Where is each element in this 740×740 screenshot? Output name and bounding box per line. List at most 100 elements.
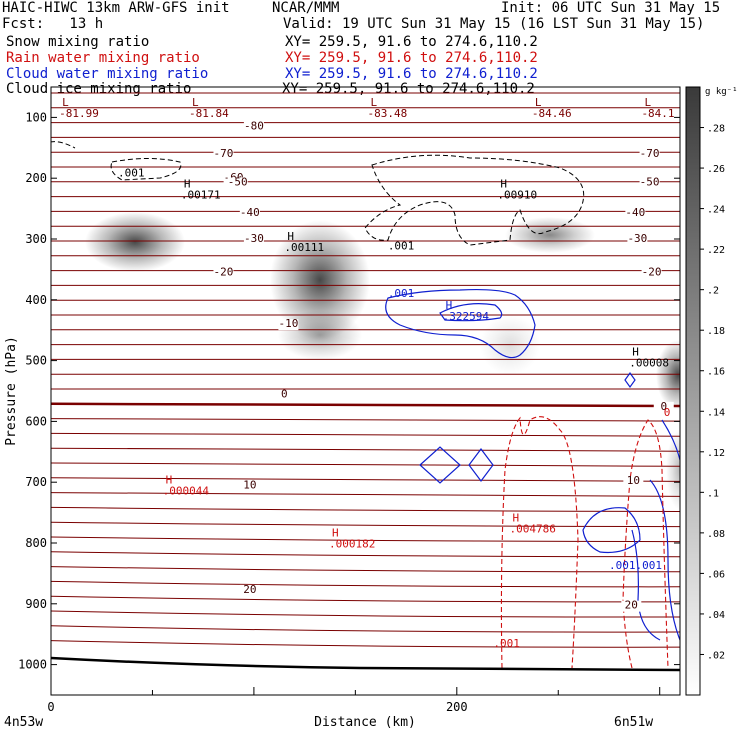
isotherm bbox=[51, 462, 680, 467]
colorbar-tick-label: .2 bbox=[707, 286, 719, 297]
plot-labels: -80-70-70-60-50-50-40-40-30-30-20-20-100… bbox=[59, 96, 674, 650]
cloud-water-contour bbox=[624, 371, 636, 389]
contour-label: 0 bbox=[664, 406, 671, 419]
colorbar-tick-label: .18 bbox=[707, 326, 725, 337]
colorbar-tick-label: .16 bbox=[707, 367, 725, 378]
isotherm-label-bg bbox=[213, 267, 234, 279]
y-tick-label: 500 bbox=[25, 354, 47, 368]
isotherm bbox=[51, 625, 680, 633]
colorbar-tick-label: .04 bbox=[707, 610, 725, 621]
y-tick-label: 600 bbox=[25, 414, 47, 428]
isotherm bbox=[51, 610, 680, 618]
x-end-label: 6n51w bbox=[614, 715, 653, 730]
rain-contour bbox=[500, 416, 579, 669]
isotherm-label-bg bbox=[278, 319, 299, 331]
colorbar-tick-label: .08 bbox=[707, 529, 725, 540]
colorbar-tick-label: .22 bbox=[707, 245, 725, 256]
plot-frame bbox=[50, 86, 681, 696]
cloud-water-contour bbox=[468, 448, 494, 482]
isotherm-lines bbox=[51, 92, 680, 648]
field-xy-cloud-water: XY= 259.5, 91.6 to 274.6,110.2 bbox=[285, 66, 538, 82]
isotherm bbox=[51, 477, 680, 482]
extremum-value: -83.48 bbox=[368, 107, 408, 120]
isotherm-label-bg bbox=[227, 177, 248, 189]
isotherm bbox=[51, 432, 680, 437]
isotherm bbox=[51, 402, 680, 408]
colorbar-unit: g kg⁻¹ bbox=[705, 87, 738, 97]
extremum-mark: H bbox=[513, 512, 520, 525]
isotherm-label: -30 bbox=[244, 232, 264, 245]
colorbar-tick-label: .1 bbox=[707, 488, 719, 499]
isotherm-label: 10 bbox=[243, 478, 256, 491]
field-label-snow: Snow mixing ratio bbox=[6, 34, 150, 50]
isotherm bbox=[51, 447, 680, 452]
extremum-value: -84.46 bbox=[532, 107, 572, 120]
extremum-mark: H bbox=[184, 177, 191, 190]
extremum-mark: L bbox=[535, 96, 542, 109]
isotherm-label: -30 bbox=[627, 232, 647, 245]
contour-lines bbox=[51, 141, 680, 669]
cloud-water-contour bbox=[661, 419, 680, 461]
extremum-mark: H bbox=[500, 177, 507, 190]
isotherm-label-bg bbox=[243, 234, 264, 246]
isotherm-label: -40 bbox=[240, 206, 260, 219]
extremum-mark: H bbox=[632, 346, 639, 359]
cloud-water-contour bbox=[631, 529, 661, 641]
extremum-value: -81.99 bbox=[59, 107, 99, 120]
extremum-mark: L bbox=[644, 96, 651, 109]
y-tick-label: 300 bbox=[25, 232, 47, 246]
field-label-rain: Rain water mixing ratio bbox=[6, 50, 200, 66]
isotherm-label: -80 bbox=[244, 120, 264, 133]
x-start-label: 4n53w bbox=[4, 715, 43, 730]
cloud-water-contour bbox=[649, 479, 680, 641]
extremum-value: .322594 bbox=[443, 310, 490, 323]
isotherm-label: -10 bbox=[278, 317, 298, 330]
extremum-value: .00171 bbox=[181, 188, 221, 201]
ice-contour bbox=[110, 158, 182, 181]
ice-blob bbox=[278, 310, 362, 360]
extremum-value: .00008 bbox=[629, 357, 669, 370]
field-xy-rain: XY= 259.5, 91.6 to 274.6,110.2 bbox=[285, 50, 538, 66]
init-time: Init: 06 UTC Sun 31 May 15 bbox=[501, 0, 721, 16]
isotherm bbox=[51, 536, 680, 543]
extremum-value: .00111 bbox=[284, 241, 324, 254]
isotherm-label-bg bbox=[239, 480, 260, 492]
x-axis-title: Distance (km) bbox=[314, 715, 416, 730]
isotherm bbox=[51, 566, 680, 573]
colorbar-tick-label: .26 bbox=[707, 164, 725, 175]
ice-blob bbox=[505, 217, 595, 253]
colorbar-tick-label: .12 bbox=[707, 448, 725, 459]
isotherm-label-bg bbox=[243, 121, 264, 133]
isotherm-label: -40 bbox=[625, 206, 645, 219]
isotherm-label: -50 bbox=[640, 175, 660, 188]
isotherm-label: 20 bbox=[243, 583, 256, 596]
field-xy-snow: XY= 259.5, 91.6 to 274.6,110.2 bbox=[285, 34, 538, 50]
y-tick-label: 1000 bbox=[18, 658, 47, 672]
isotherm-label-bg bbox=[239, 207, 260, 219]
isotherm-label-bg bbox=[623, 476, 644, 488]
extremum-mark: L bbox=[62, 96, 69, 109]
ice-contour bbox=[51, 141, 76, 149]
isotherm-label-bg bbox=[621, 600, 642, 612]
isotherm bbox=[51, 595, 680, 603]
isotherm bbox=[51, 492, 680, 497]
colorbar-tick-label: .24 bbox=[707, 205, 725, 216]
cloud-water-contour bbox=[582, 507, 641, 554]
y-tick-label: 200 bbox=[25, 171, 47, 185]
ice-blob bbox=[85, 212, 185, 272]
x-tick-label: 0 bbox=[47, 700, 54, 714]
cloud-water-contour bbox=[439, 303, 503, 322]
colorbar-ticks: .02 .04 .06 .08 .1 .12 .14 .16 .18 .2 .22 .24 .26 .28 bbox=[700, 124, 725, 661]
isotherm-label: 0 bbox=[281, 388, 288, 401]
colorbar bbox=[685, 86, 701, 696]
extremum-mark: H bbox=[332, 526, 339, 539]
contour-label: .001 bbox=[118, 166, 145, 179]
y-tick-label: 100 bbox=[25, 110, 47, 124]
cloud-water-contour bbox=[419, 446, 461, 484]
isotherm-label: -70 bbox=[640, 147, 660, 160]
ice-blob bbox=[656, 340, 680, 410]
isotherm-label-bg bbox=[239, 584, 260, 596]
y-axis-title: Pressure (hPa) bbox=[4, 336, 19, 446]
y-tick-label: 700 bbox=[25, 475, 47, 489]
